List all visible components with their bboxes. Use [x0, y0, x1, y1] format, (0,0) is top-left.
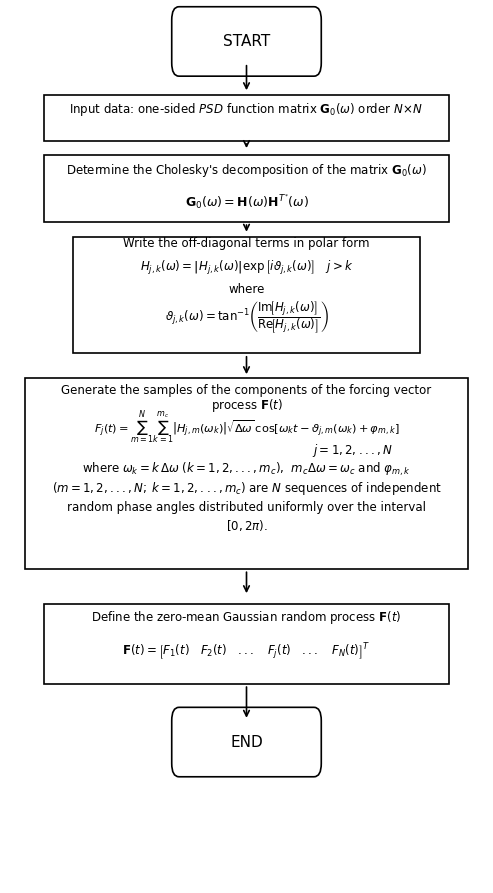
Text: random phase angles distributed uniformly over the interval: random phase angles distributed uniforml… — [67, 501, 426, 513]
Text: process $\mathbf{F}(t)$: process $\mathbf{F}(t)$ — [211, 397, 282, 414]
Text: Input data: one-sided $\mathit{PSD}$ function matrix $\mathbf{G}_{0}(\omega)$ or: Input data: one-sided $\mathit{PSD}$ fun… — [70, 102, 423, 119]
Text: $F_{j}(t)=\sum_{m=1}^{N}\sum_{k=1}^{m_c}\left|H_{j,m}(\omega_k)\right|\sqrt{\Del: $F_{j}(t)=\sum_{m=1}^{N}\sum_{k=1}^{m_c}… — [94, 410, 399, 447]
FancyBboxPatch shape — [73, 238, 420, 353]
FancyBboxPatch shape — [44, 604, 449, 684]
Text: $[0,2\pi)$.: $[0,2\pi)$. — [226, 518, 267, 533]
Text: Write the off-diagonal terms in polar form: Write the off-diagonal terms in polar fo… — [123, 237, 370, 250]
FancyBboxPatch shape — [172, 707, 321, 777]
Text: where: where — [228, 283, 265, 296]
Text: START: START — [223, 34, 270, 49]
Text: Generate the samples of the components of the forcing vector: Generate the samples of the components o… — [61, 384, 432, 396]
Text: Define the zero-mean Gaussian random process $\mathbf{F}(t)$: Define the zero-mean Gaussian random pro… — [91, 609, 402, 626]
Text: $(m=1,2,...,N;\;k=1,2,...,m_c)$ are $N$ sequences of independent: $(m=1,2,...,N;\;k=1,2,...,m_c)$ are $N$ … — [52, 480, 441, 497]
FancyBboxPatch shape — [44, 155, 449, 221]
FancyBboxPatch shape — [172, 7, 321, 76]
Text: END: END — [230, 735, 263, 749]
Text: $H_{j,k}(\omega)=\left|H_{j,k}(\omega)\right|\exp\left[i\vartheta_{j,k}(\omega)\: $H_{j,k}(\omega)=\left|H_{j,k}(\omega)\r… — [140, 260, 353, 278]
Text: where $\omega_k=k\,\Delta\omega$ $(k=1,2,...,m_c)$,  $m_c\Delta\omega=\omega_c$ : where $\omega_k=k\,\Delta\omega$ $(k=1,2… — [82, 461, 411, 479]
FancyBboxPatch shape — [44, 95, 449, 141]
Text: Determine the Cholesky's decomposition of the matrix $\mathbf{G}_{0}(\omega)$: Determine the Cholesky's decomposition o… — [66, 162, 427, 179]
Text: $j=1,2,...,N$: $j=1,2,...,N$ — [313, 441, 393, 459]
FancyBboxPatch shape — [25, 378, 468, 569]
Text: $\vartheta_{j,k}(\omega)=\tan^{-1}\!\left(\dfrac{\mathrm{Im}\!\left[H_{j,k}(\ome: $\vartheta_{j,k}(\omega)=\tan^{-1}\!\lef… — [165, 299, 328, 336]
Text: $\mathbf{F}(t)=\left[F_1(t)\quad F_2(t)\quad ...\quad F_j(t)\quad ...\quad F_N(t: $\mathbf{F}(t)=\left[F_1(t)\quad F_2(t)\… — [122, 641, 371, 662]
Text: $\mathbf{G}_{0}(\omega)=\mathbf{H}(\omega)\mathbf{H}^{T^{*}}(\omega)$: $\mathbf{G}_{0}(\omega)=\mathbf{H}(\omeg… — [184, 192, 309, 211]
